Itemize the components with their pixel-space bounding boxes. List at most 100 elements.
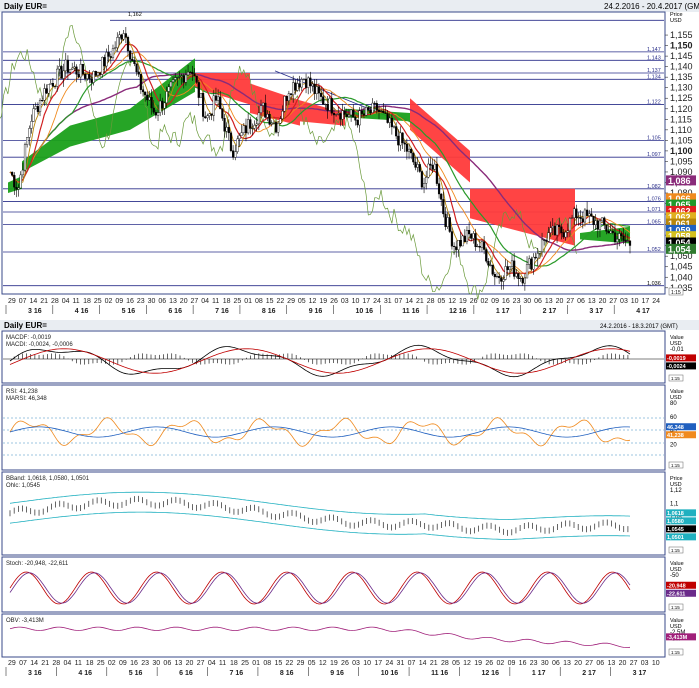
candle-body (212, 95, 215, 116)
month-label: 10 16 (381, 670, 399, 677)
date-tick-label: 13 (175, 660, 183, 667)
candle-body (253, 124, 256, 129)
candle-body (131, 59, 134, 61)
macd-label: MACDF: -0,0019 (6, 335, 52, 341)
candle-body (371, 102, 374, 113)
candle-body (300, 79, 303, 88)
candle-body (384, 112, 387, 114)
ohlc-badge-label: 1,0580 (667, 519, 684, 525)
candle-body (553, 225, 557, 236)
candle-body (165, 91, 168, 104)
stoch-badge-label: -22,611 (667, 591, 685, 597)
candle-body (463, 235, 466, 243)
date-tick-label: 17 (362, 298, 370, 305)
marsi-line (9, 426, 631, 438)
date-tick-label: 06 (577, 298, 585, 305)
date-tick-label: 02 (480, 298, 488, 305)
rsi-tag-text: 1:15 (671, 463, 680, 468)
price-tick-label: 1,145 (670, 51, 693, 61)
month-label: 1 17 (532, 670, 546, 677)
rsi-tick-label: 20 (670, 442, 677, 448)
candle-body (94, 71, 97, 76)
candle-body (538, 251, 541, 254)
candle-body (169, 81, 172, 88)
candle-body (487, 261, 490, 266)
date-tick-label: 18 (83, 298, 91, 305)
price-tick-label: 1,155 (670, 30, 693, 40)
candle-body (21, 169, 24, 176)
candle-body (152, 107, 155, 113)
cloud-green (130, 58, 195, 130)
candle-body (435, 163, 439, 184)
candle-body (221, 108, 224, 119)
candle-body (122, 33, 125, 40)
candle-body (407, 148, 411, 152)
candle-body (150, 97, 153, 109)
date-tick-label: 11 (72, 298, 79, 305)
candle-body (356, 120, 359, 126)
top-header-bar (0, 0, 699, 12)
date-tick-label: 25 (94, 298, 102, 305)
candle-body (219, 96, 222, 110)
candle-body (315, 86, 318, 94)
candle-body (345, 114, 348, 117)
candle-body (429, 163, 432, 166)
date-tick-label: 12 (448, 298, 456, 305)
candle-body (43, 88, 46, 101)
macd-badge (666, 354, 696, 362)
price-badge (666, 237, 696, 248)
candle-body (197, 82, 200, 98)
cloud-red (195, 72, 250, 105)
candle-body (96, 72, 100, 76)
ohlc-tag-text: 1:15 (671, 548, 680, 553)
macd-tick-label: -0,01 (670, 347, 684, 353)
date-tick-label: 10 (363, 660, 371, 667)
candle-body (135, 63, 138, 73)
month-label: 11 16 (431, 670, 448, 677)
date-tick-label: 14 (30, 660, 38, 667)
candle-body (343, 110, 346, 115)
ohlc-badge-label: 1,0545 (667, 527, 684, 533)
ohlc-badge (666, 525, 696, 533)
month-label: 2 17 (543, 308, 557, 315)
candle-body (568, 218, 572, 232)
candle-body (360, 110, 363, 114)
candle-body (154, 112, 157, 116)
candle-body (399, 132, 402, 146)
rsi-label: MARSI: 46,348 (6, 396, 47, 402)
candle-body (105, 52, 108, 67)
candle-body (414, 161, 417, 168)
candle-body (251, 128, 254, 130)
price-badge-label: 1,054 (668, 238, 691, 248)
price-tick-label: 1,150 (670, 41, 693, 51)
candle-body (107, 52, 110, 57)
date-tick-label: 22 (276, 298, 284, 305)
date-tick-label: 06 (163, 660, 171, 667)
candle-body (101, 57, 104, 75)
macd-panel-frame (1, 330, 666, 384)
stoch-badge (666, 581, 696, 589)
date-tick-label: 24 (373, 298, 381, 305)
candle-body (68, 69, 72, 73)
date-tick-label: 08 (263, 660, 271, 667)
candle-body (111, 48, 115, 58)
month-label: 4 16 (78, 670, 92, 677)
candle-body (601, 217, 604, 222)
candle-body (270, 123, 273, 125)
candle-body (15, 186, 18, 190)
candle-body (504, 266, 507, 280)
date-tick-label: 27 (630, 660, 638, 667)
candle-body (161, 100, 164, 109)
date-tick-label: 27 (609, 298, 617, 305)
candle-body (49, 83, 52, 85)
candle-body (244, 125, 248, 134)
date-tick-label: 03 (641, 660, 649, 667)
candle-body (32, 108, 35, 122)
date-tick-label: 17 (642, 298, 650, 305)
rsi-label: RSI: 41,238 (6, 389, 38, 395)
candle-body (272, 122, 275, 124)
candle-body (184, 74, 188, 83)
date-tick-label: 15 (266, 298, 274, 305)
date-tick-label: 12 (309, 298, 317, 305)
candle-body (369, 109, 372, 113)
